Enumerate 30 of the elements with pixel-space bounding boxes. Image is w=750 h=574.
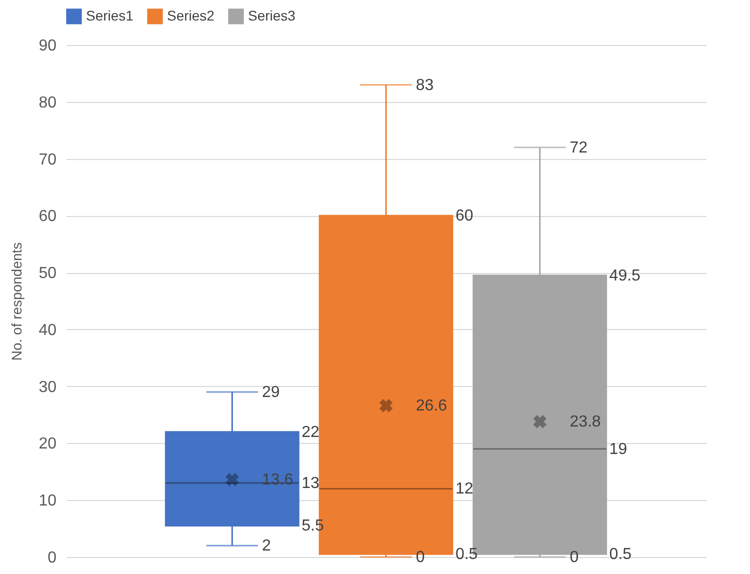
y-tick-label: 10 bbox=[38, 492, 57, 510]
annotation: 72 bbox=[570, 139, 588, 156]
annotation: 29 bbox=[262, 384, 280, 402]
y-tick-label: 90 bbox=[38, 38, 57, 54]
annotation: 60 bbox=[455, 208, 474, 225]
annotation: 0.5 bbox=[455, 546, 478, 564]
legend-label: Series2 bbox=[167, 7, 215, 24]
annotation: 83 bbox=[416, 76, 434, 94]
y-axis-title: No. of respondents bbox=[8, 242, 25, 361]
y-tick-label: 80 bbox=[38, 94, 57, 112]
annotation: 49.5 bbox=[609, 267, 641, 284]
y-tick-label: 70 bbox=[38, 151, 57, 168]
y-tick-label: 60 bbox=[38, 208, 57, 226]
annotation: 0 bbox=[570, 549, 579, 566]
annotation: 23.8 bbox=[570, 414, 601, 431]
annotation: 12 bbox=[455, 480, 474, 498]
annotation: 13 bbox=[302, 475, 320, 492]
y-tick-label: 30 bbox=[38, 378, 57, 396]
y-tick-label: 40 bbox=[38, 322, 57, 339]
annotation: 26.6 bbox=[416, 398, 448, 415]
legend-label: Series3 bbox=[248, 7, 296, 24]
y-tick-label: 50 bbox=[38, 265, 57, 282]
annotation: 13.6 bbox=[262, 472, 294, 489]
legend-label: Series1 bbox=[86, 7, 134, 24]
annotation: 19 bbox=[609, 440, 628, 458]
annotation: 2 bbox=[262, 538, 271, 555]
annotation: 0.5 bbox=[609, 546, 632, 564]
y-tick-label: 20 bbox=[38, 436, 57, 453]
y-tick-label: 0 bbox=[48, 550, 57, 566]
annotation: 22 bbox=[302, 424, 320, 441]
